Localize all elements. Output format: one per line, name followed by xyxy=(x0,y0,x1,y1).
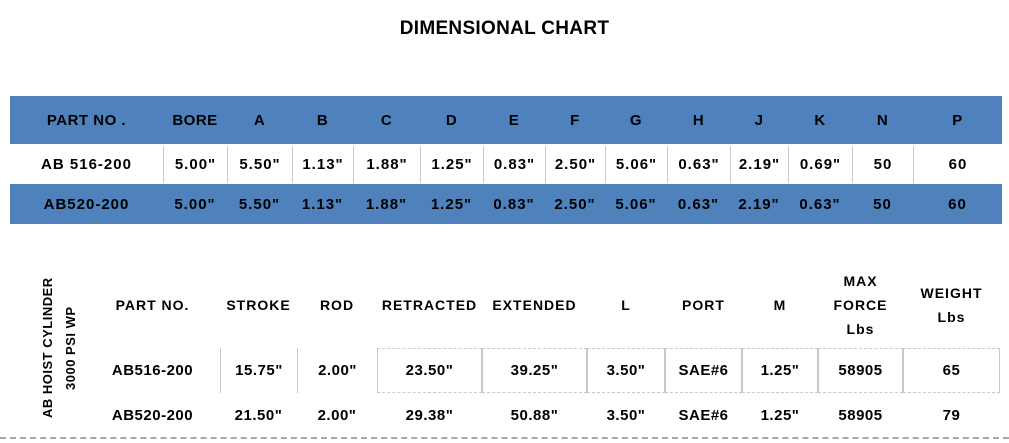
dim-table-header-11: K xyxy=(788,96,852,146)
spec-table-cell-0-8: 58905 xyxy=(818,348,903,393)
spec-table-cell-0-0: AB516-200 xyxy=(111,362,194,379)
dim-table-cell-0-6: 0.83" xyxy=(483,146,545,184)
spec-table-cell-0-4: 39.25" xyxy=(482,348,587,393)
spec-table-cell-0-1: 15.75" xyxy=(220,348,297,393)
dim-table-cell-1-1: 5.00" xyxy=(163,184,227,224)
dim-table-header-6: E xyxy=(483,96,545,146)
dim-table-header-0: PART NO . xyxy=(10,96,163,146)
dim-table-header-8: G xyxy=(605,96,667,146)
spec-table-cell-1-2: 2.00" xyxy=(317,407,357,424)
spec-table-cell-1-9: 79 xyxy=(942,407,961,424)
spec-table-header-6: PORT xyxy=(682,297,725,313)
spec-table-cell-1-6: SAE#6 xyxy=(678,407,729,424)
spec-table-row-1: AB520-200 21.50" 2.00" 29.38" 50.88" 3.50" SAE… xyxy=(85,393,1000,438)
spec-table-header-8: MAX FORCE Lbs xyxy=(833,273,888,337)
spec-table-header-5: L xyxy=(621,297,631,313)
spec-table-cell-1-8: 58905 xyxy=(838,407,883,424)
bottom-dashed-divider xyxy=(0,437,1009,439)
spec-table-header-1: STROKE xyxy=(226,297,291,313)
dim-table-header-2: A xyxy=(227,96,292,146)
dim-table-cell-0-1: 5.00" xyxy=(163,146,227,184)
dim-table-cell-0-12: 50 xyxy=(852,146,913,184)
dim-table-cell-1-9: 0.63" xyxy=(667,184,730,224)
dim-table-header-1: BORE xyxy=(163,96,227,146)
dim-table-cell-1-3: 1.13" xyxy=(292,184,353,224)
spec-table-cell-0-2: 2.00" xyxy=(297,348,377,393)
dim-table-header-9: H xyxy=(667,96,730,146)
dim-table-cell-0-2: 5.50" xyxy=(227,146,292,184)
dim-table-cell-0-9: 0.63" xyxy=(667,146,730,184)
dim-table-header-3: B xyxy=(292,96,353,146)
spec-table-cell-1-1: 21.50" xyxy=(234,407,283,424)
dim-table-cell-0-11: 0.69" xyxy=(788,146,852,184)
spec-table-header-row: PART NO. STROKE ROD RETRACTED EXTENDED L PORT M… xyxy=(85,262,1000,348)
spec-table-cell-1-4: 50.88" xyxy=(510,407,559,424)
spec-table-cell-0-9: 65 xyxy=(903,348,1000,393)
spec-table-cell-1-3: 29.38" xyxy=(405,407,454,424)
dim-table-cell-0-5: 1.25" xyxy=(420,146,483,184)
dim-table-cell-1-2: 5.50" xyxy=(227,184,292,224)
page-title: DIMENSIONAL CHART xyxy=(399,18,610,39)
dim-table-cell-0-8: 5.06" xyxy=(605,146,667,184)
spec-table-header-2: ROD xyxy=(319,297,355,313)
dim-table-cell-1-12: 50 xyxy=(852,184,913,224)
dim-table-cell-1-5: 1.25" xyxy=(420,184,483,224)
dim-table-header-13: P xyxy=(913,96,1002,146)
dim-table-cell-0-0: AB 516-200 xyxy=(10,146,163,184)
dimensional-table-header-row: PART NO . BORE A B C D E F G H J K N P xyxy=(10,96,1002,146)
dim-table-header-10: J xyxy=(730,96,788,146)
spec-table-cell-1-7: 1.25" xyxy=(760,407,800,424)
dim-table-header-4: C xyxy=(353,96,420,146)
dim-table-cell-0-3: 1.13" xyxy=(292,146,353,184)
dim-table-header-12: N xyxy=(852,96,913,146)
dimensional-table: PART NO . BORE A B C D E F G H J K N P AB 516-200 5.00… xyxy=(10,96,1002,224)
dim-table-header-5: D xyxy=(420,96,483,146)
spec-table-header-3: RETRACTED xyxy=(381,297,478,313)
dim-table-cell-0-7: 2.50" xyxy=(545,146,605,184)
product-side-label: AB HOIST CYLINDER 3000 PSI WP xyxy=(40,277,78,419)
spec-table-cell-1-5: 3.50" xyxy=(606,407,646,424)
spec-table-header-4: EXTENDED xyxy=(492,297,577,313)
spec-table-header-9: WEIGHT Lbs xyxy=(920,285,983,325)
spec-table-cell-0-5: 3.50" xyxy=(587,348,665,393)
spec-table: PART NO. STROKE ROD RETRACTED EXTENDED L PORT M… xyxy=(85,262,1000,438)
spec-table-cell-0-7: 1.25" xyxy=(742,348,818,393)
dim-table-cell-0-4: 1.88" xyxy=(353,146,420,184)
dim-table-cell-1-11: 0.63" xyxy=(788,184,852,224)
dim-table-cell-0-13: 60 xyxy=(913,146,1002,184)
dim-table-cell-1-7: 2.50" xyxy=(545,184,605,224)
dim-table-cell-1-6: 0.83" xyxy=(483,184,545,224)
dim-table-cell-1-10: 2.19" xyxy=(730,184,788,224)
dim-table-cell-1-4: 1.88" xyxy=(353,184,420,224)
dim-table-row-1: AB520-200 5.00" 5.50" 1.13" 1.88" 1.25" 0.83" 2… xyxy=(10,184,1002,224)
spec-table-header-7: M xyxy=(773,297,787,313)
dim-table-cell-1-8: 5.06" xyxy=(605,184,667,224)
dim-table-cell-0-10: 2.19" xyxy=(730,146,788,184)
spec-table-cell-0-3: 23.50" xyxy=(377,348,482,393)
dim-table-row-0: AB 516-200 5.00" 5.50" 1.13" 1.88" 1.25" 0.83"… xyxy=(10,146,1002,184)
spec-table-row-0: AB516-200 15.75" 2.00" 23.50" 39.25" 3.50" SAE… xyxy=(85,348,1000,393)
dim-table-cell-1-0: AB520-200 xyxy=(10,184,163,224)
dim-table-header-7: F xyxy=(545,96,605,146)
spec-table-cell-1-0: AB520-200 xyxy=(111,407,194,424)
spec-table-cell-0-6: SAE#6 xyxy=(665,348,742,393)
dim-table-cell-1-13: 60 xyxy=(913,184,1002,224)
spec-table-header-0: PART NO. xyxy=(115,297,190,313)
